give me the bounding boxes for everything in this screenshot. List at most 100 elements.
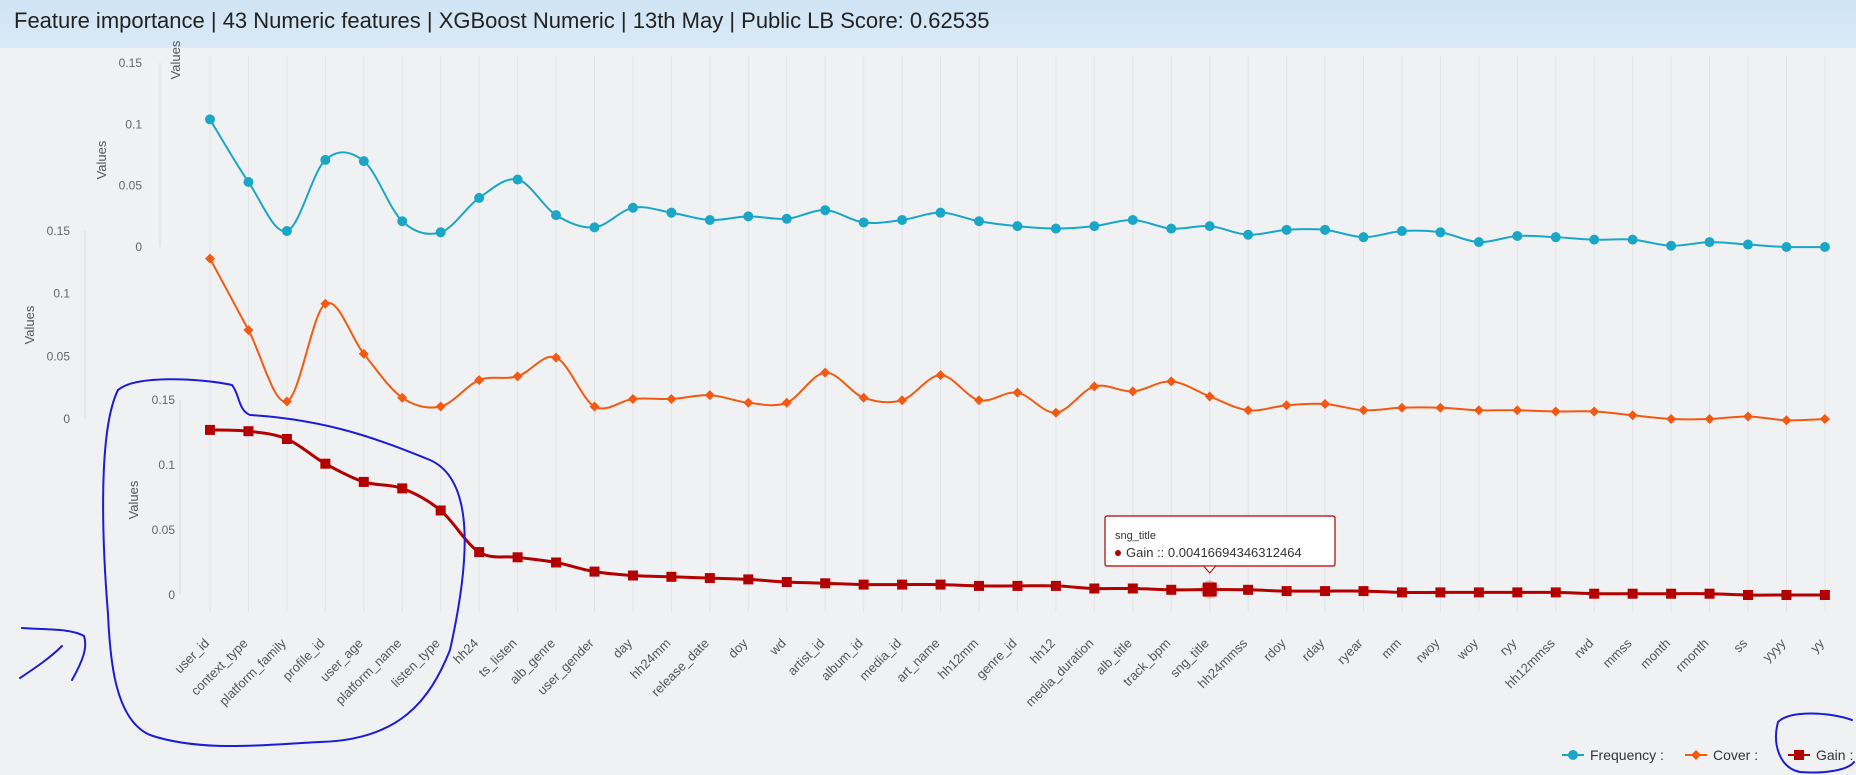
data-point	[897, 215, 907, 225]
data-point	[1359, 405, 1369, 415]
data-point	[936, 580, 946, 590]
data-point	[1666, 414, 1676, 424]
x-tick-label: rday	[1299, 635, 1328, 664]
data-point	[1705, 414, 1715, 424]
data-point	[551, 353, 561, 363]
y-tick-label: 0.05	[47, 349, 71, 363]
y-tick-label: 0.15	[47, 224, 71, 238]
data-point	[705, 215, 715, 225]
legend: Frequency : Cover : Gain :	[1562, 747, 1853, 763]
tooltip-arrow	[1204, 566, 1216, 573]
data-point	[936, 370, 946, 380]
data-point	[205, 254, 215, 264]
data-point	[859, 217, 869, 227]
data-point	[743, 574, 753, 584]
data-point	[1705, 589, 1715, 599]
data-point	[551, 210, 561, 220]
data-point	[474, 547, 484, 557]
y-tick-label: 0.1	[158, 458, 175, 472]
data-point	[1743, 590, 1753, 600]
tooltip-value: Gain :: 0.00416694346312464	[1126, 545, 1302, 560]
annotation-arrow	[20, 628, 85, 680]
y-axis-label: Values	[22, 305, 37, 344]
x-tick-label: hh24	[450, 636, 481, 667]
annotations	[20, 379, 1854, 772]
data-point	[1397, 587, 1407, 597]
data-point	[1781, 415, 1791, 425]
data-point	[743, 211, 753, 221]
x-tick-label: ss	[1730, 635, 1750, 655]
data-point	[1243, 230, 1253, 240]
data-point	[628, 571, 638, 581]
data-point	[1397, 226, 1407, 236]
data-point	[1820, 590, 1830, 600]
legend-label: Frequency :	[1590, 747, 1664, 763]
y-tick-label: 0.1	[125, 117, 142, 131]
data-point	[974, 216, 984, 226]
data-point	[1551, 587, 1561, 597]
data-point	[1128, 584, 1138, 594]
data-point	[359, 477, 369, 487]
data-point	[974, 395, 984, 405]
y-axis-label: Values	[126, 480, 141, 519]
annotation-legend-circle	[1776, 714, 1854, 773]
data-point	[551, 558, 561, 568]
data-point	[436, 227, 446, 237]
data-point	[1012, 581, 1022, 591]
data-point	[1589, 406, 1599, 416]
data-point	[1781, 242, 1791, 252]
data-point	[282, 226, 292, 236]
x-tick-label: genre_id	[973, 636, 1019, 682]
y-tick-label: 0.1	[53, 287, 70, 301]
data-point	[743, 398, 753, 408]
data-point	[897, 395, 907, 405]
data-point	[397, 216, 407, 226]
tooltip-dot	[1115, 550, 1121, 556]
data-point	[705, 573, 715, 583]
data-point	[320, 459, 330, 469]
data-point	[1089, 221, 1099, 231]
data-point	[1012, 221, 1022, 231]
data-point	[1359, 232, 1369, 242]
data-point	[666, 572, 676, 582]
data-point	[628, 394, 638, 404]
data-point	[1435, 587, 1445, 597]
data-point	[1282, 400, 1292, 410]
data-point	[1820, 414, 1830, 424]
data-point	[1320, 225, 1330, 235]
legend-marker	[1691, 750, 1701, 760]
data-point	[1820, 242, 1830, 252]
data-point	[974, 581, 984, 591]
data-point	[1512, 587, 1522, 597]
data-point	[705, 390, 715, 400]
x-tick-label: wd	[766, 636, 789, 659]
data-point	[1205, 391, 1215, 401]
data-point	[397, 483, 407, 493]
legend-label: Cover :	[1713, 747, 1758, 763]
y-tick-label: 0	[63, 412, 70, 426]
x-tick-label: woy	[1453, 635, 1481, 663]
data-point	[359, 156, 369, 166]
x-tick-label: rwoy	[1413, 635, 1443, 665]
data-point	[1628, 235, 1638, 245]
x-tick-label: media_duration	[1022, 636, 1096, 710]
data-point	[782, 577, 792, 587]
y-tick-label: 0.05	[119, 179, 143, 193]
data-point	[1243, 405, 1253, 415]
data-point	[1282, 225, 1292, 235]
data-point	[474, 375, 484, 385]
x-tick-label: rdoy	[1260, 635, 1289, 664]
x-tick-label: day	[610, 635, 636, 661]
data-point	[1397, 403, 1407, 413]
data-point	[1205, 221, 1215, 231]
x-tick-label: ryear	[1334, 635, 1366, 667]
data-point	[820, 578, 830, 588]
x-tick-label: platform_family	[216, 635, 289, 708]
data-point	[820, 205, 830, 215]
data-point	[1166, 224, 1176, 234]
data-point	[282, 434, 292, 444]
x-tick-label: doy	[725, 635, 751, 661]
y-tick-label: 0.15	[119, 56, 143, 70]
data-point	[1320, 399, 1330, 409]
